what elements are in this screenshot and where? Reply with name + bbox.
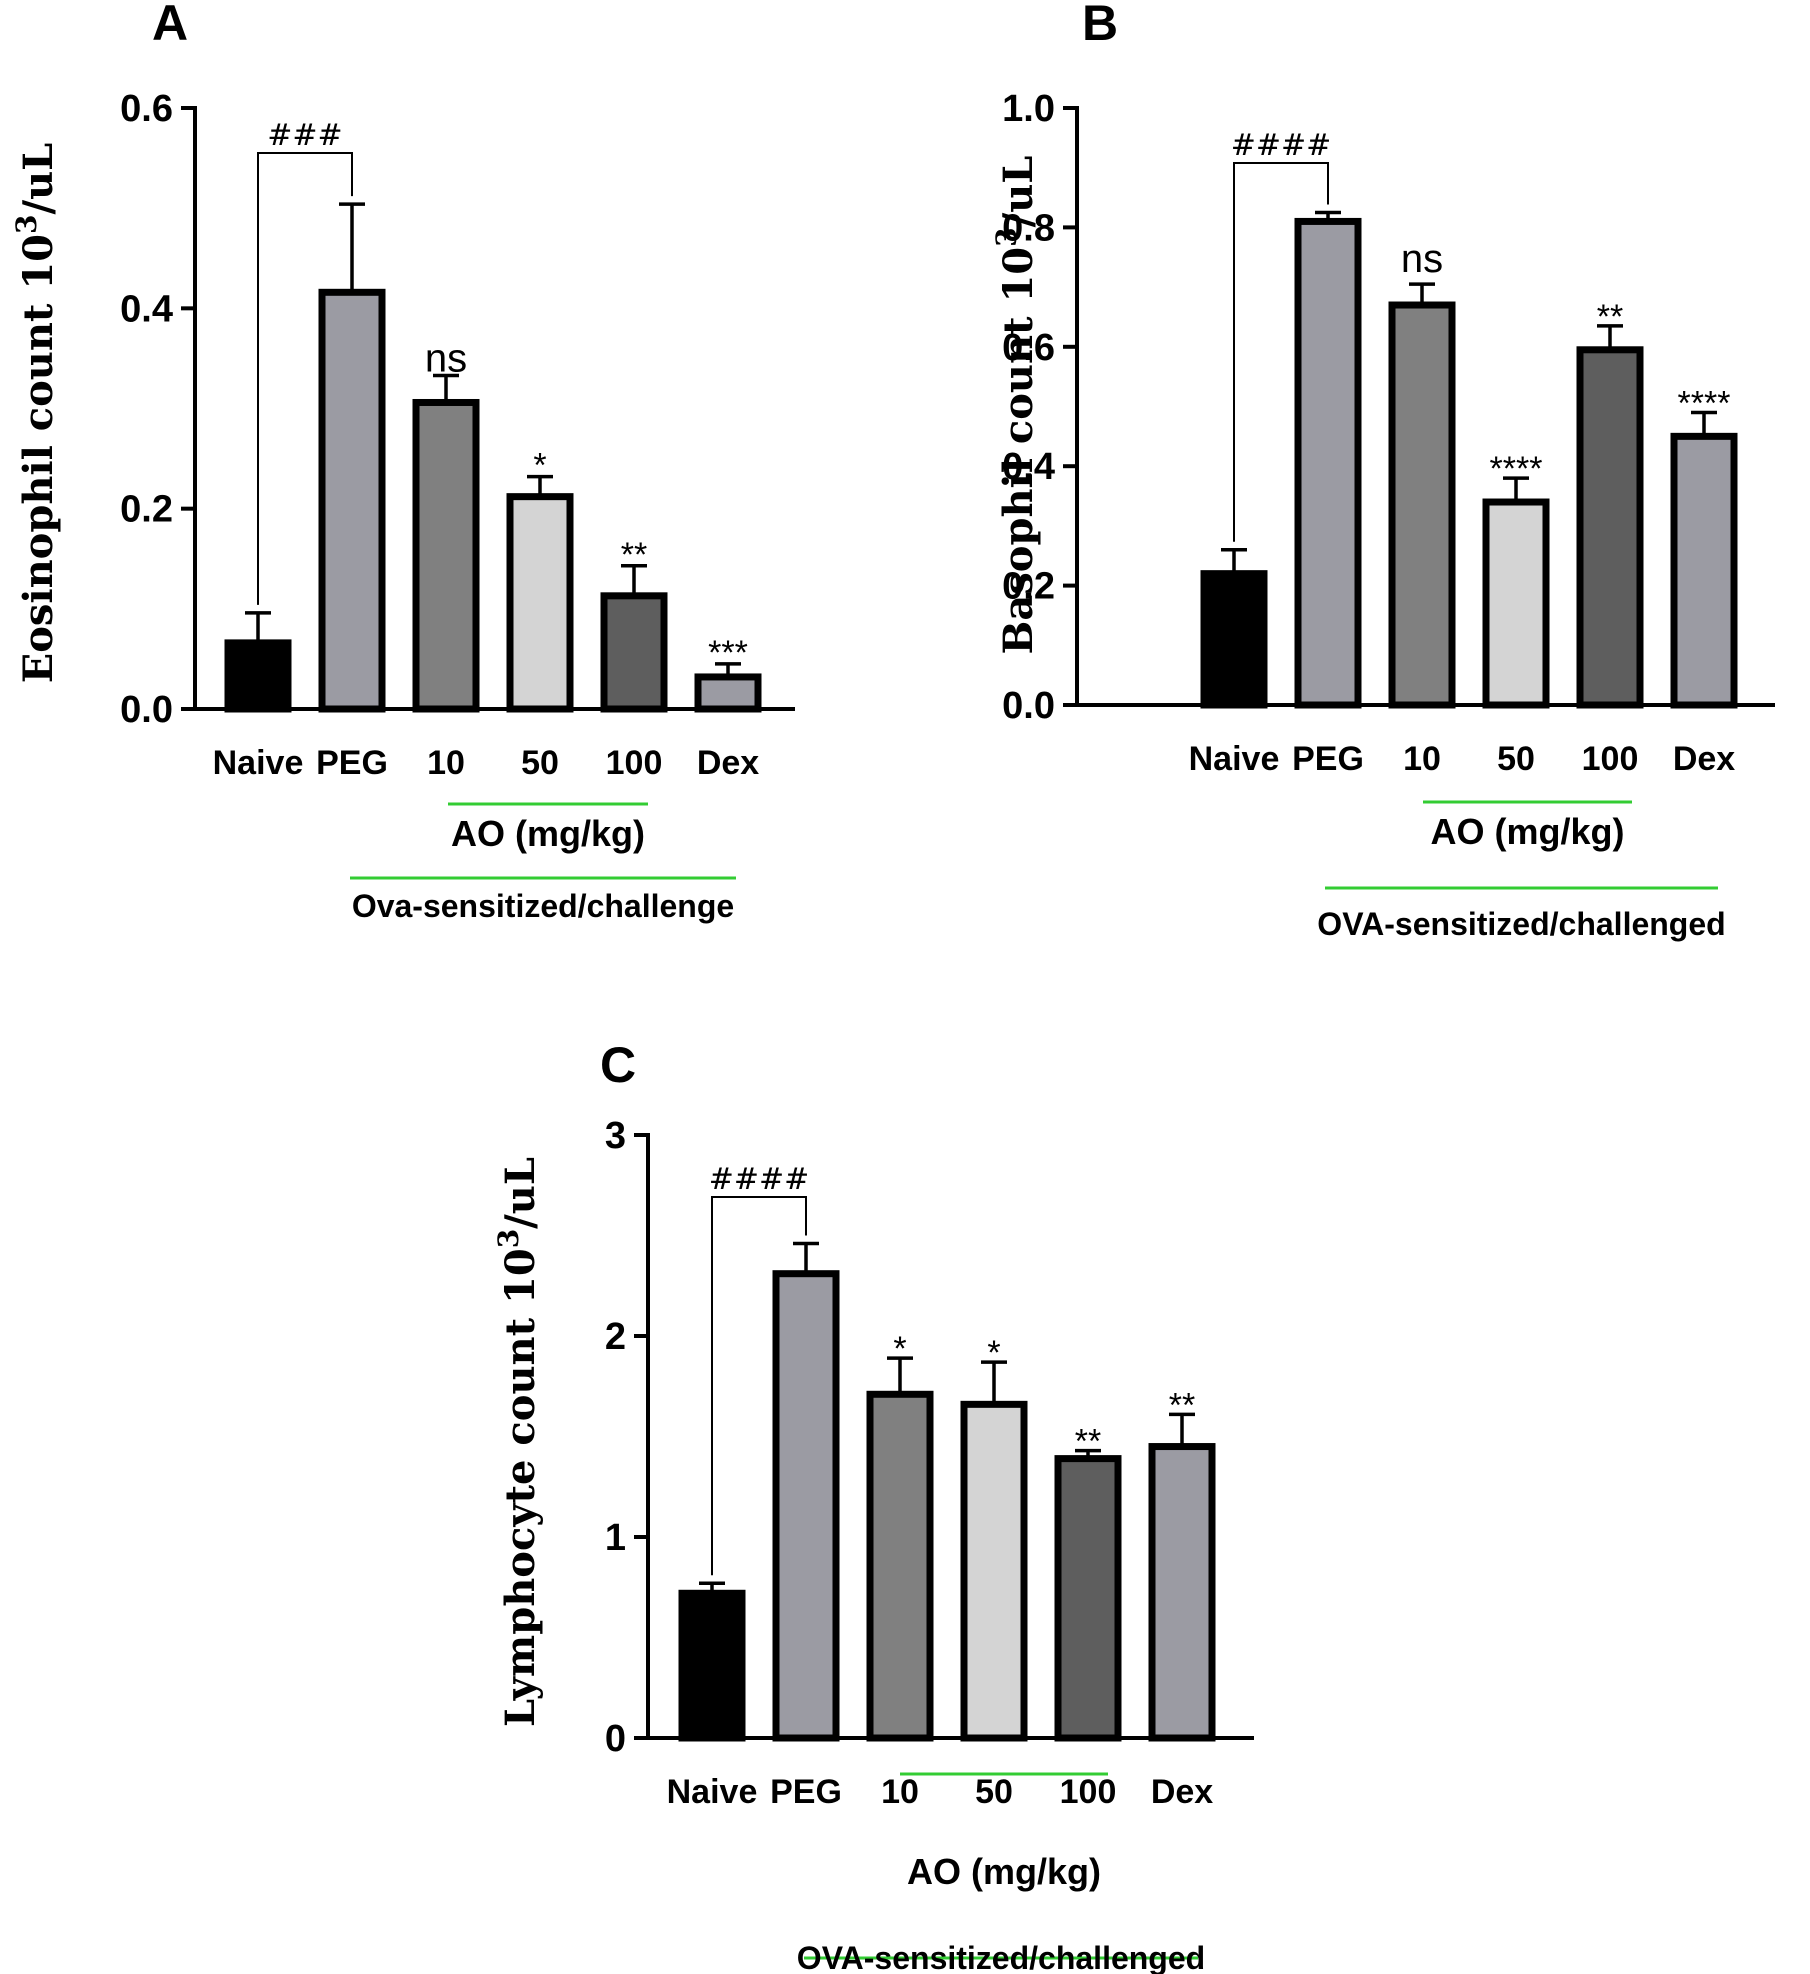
panel-letter: C [600, 1037, 636, 1093]
y-tick-label: 0.0 [120, 689, 173, 731]
significance-label: ** [1597, 298, 1623, 336]
significance-label: * [893, 1330, 906, 1368]
bar [1058, 1459, 1118, 1738]
significance-label: ns [1401, 237, 1443, 281]
y-axis-label-main: Lymphocyte count 10 [497, 1248, 544, 1727]
outer-label: OVA-sensitized/challenged [1317, 906, 1725, 942]
category-label: 100 [1060, 1773, 1117, 1811]
y-tick-label: 0.0 [1002, 685, 1055, 727]
y-tick-label: 0.2 [1002, 566, 1055, 608]
bar [964, 1404, 1024, 1738]
bar [698, 677, 758, 709]
y-tick-label: 0 [605, 1718, 626, 1760]
significance-label: **** [1678, 384, 1731, 422]
significance-label: ** [1169, 1386, 1195, 1424]
bar [510, 497, 570, 709]
y-tick-label: 0.8 [1002, 207, 1055, 249]
category-label: Dex [697, 744, 759, 782]
y-axis-label: Lymphocyte count 103/uL [492, 1157, 544, 1727]
panel-a: A Eosinophil count 103/uL 0.0 0.2 0.4 0.6 Naiv… [10, 0, 795, 924]
group-label: AO (mg/kg) [451, 813, 645, 854]
category-label: Dex [1151, 1773, 1213, 1811]
category-label: 100 [1582, 740, 1639, 778]
bar [870, 1394, 930, 1738]
significance-label: * [987, 1334, 1000, 1372]
y-tick-label: 0.2 [120, 489, 173, 531]
y-tick-label: 0.6 [120, 88, 173, 130]
significance-label: * [533, 447, 546, 485]
y-axis-label-exponent: 3 [492, 1229, 525, 1248]
bar [322, 292, 382, 709]
comparison-label: #### [1231, 128, 1332, 163]
y-tick-label: 0.4 [1002, 446, 1055, 488]
category-label: 100 [606, 744, 663, 782]
category-label: Naive [213, 744, 304, 782]
bar [682, 1593, 742, 1738]
panel-letter: A [152, 0, 188, 51]
y-axis-label-main: Eosinophil count 10 [15, 234, 62, 683]
significance-label: ** [1075, 1423, 1101, 1461]
bar [1486, 502, 1546, 705]
category-label: 10 [1403, 740, 1441, 778]
category-label: 10 [881, 1773, 919, 1811]
category-label: 10 [427, 744, 465, 782]
category-label: PEG [770, 1773, 842, 1811]
y-tick-label: 0.6 [1002, 327, 1055, 369]
y-tick-label: 3 [605, 1115, 626, 1157]
category-label: PEG [1292, 740, 1364, 778]
significance-label: ** [621, 536, 647, 574]
bar [1204, 574, 1264, 705]
bar [604, 596, 664, 709]
group-label: AO (mg/kg) [907, 1851, 1101, 1892]
bar [1298, 221, 1358, 705]
bar [1580, 350, 1640, 705]
panel-letter: B [1082, 0, 1118, 51]
category-label: 50 [1497, 740, 1535, 778]
y-axis-label-unit: /uL [15, 143, 62, 215]
y-axis-label-exponent: 3 [10, 215, 43, 234]
y-tick-label: 1.0 [1002, 88, 1055, 130]
y-tick-label: 1 [605, 1517, 626, 1559]
category-label: 50 [975, 1773, 1013, 1811]
y-tick-label: 2 [605, 1316, 626, 1358]
y-axis-label: Eosinophil count 103/uL [10, 143, 62, 684]
y-tick-label: 0.4 [120, 288, 173, 330]
y-axis-label-unit: /uL [497, 1157, 544, 1229]
category-label: Dex [1673, 740, 1735, 778]
significance-label: **** [1490, 450, 1543, 488]
outer-label: OVA-sensitized/challenged [797, 1940, 1205, 1974]
outer-label: Ova-sensitized/challenge [352, 888, 734, 924]
significance-label: *** [708, 634, 748, 672]
comparison-label: ### [267, 118, 342, 153]
bar [1674, 436, 1734, 705]
category-label: 50 [521, 744, 559, 782]
significance-label: ns [425, 336, 467, 380]
group-label: AO (mg/kg) [1431, 811, 1625, 852]
category-label: PEG [316, 744, 388, 782]
bar [776, 1274, 836, 1738]
bar [1152, 1447, 1212, 1738]
bar [416, 402, 476, 709]
category-label: Naive [1189, 740, 1280, 778]
category-label: Naive [667, 1773, 758, 1811]
comparison-label: #### [709, 1162, 810, 1197]
bar [228, 643, 288, 709]
bar [1392, 305, 1452, 705]
